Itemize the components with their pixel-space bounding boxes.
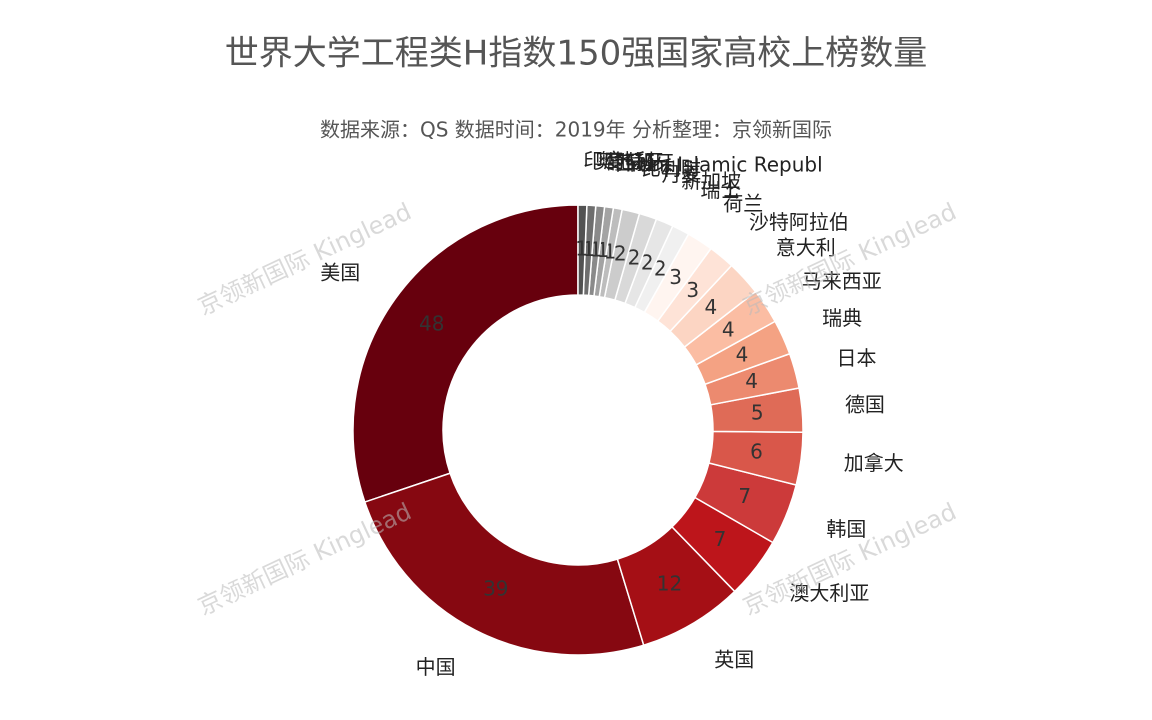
category-label: 韩国 xyxy=(826,517,866,541)
value-label: 39 xyxy=(483,577,508,601)
category-label: 马来西亚 xyxy=(802,269,882,293)
category-label: 瑞典 xyxy=(822,306,862,330)
category-label: 德国 xyxy=(845,393,885,417)
watermark: 京领新国际 Kinglead xyxy=(194,497,416,620)
category-label: 西班牙 xyxy=(615,151,675,175)
category-label: 澳大利亚 xyxy=(789,581,869,605)
category-label: 葡萄牙 xyxy=(604,150,664,174)
donut-slice xyxy=(363,472,645,656)
value-label: 3 xyxy=(669,265,682,289)
category-label: 加拿大 xyxy=(844,451,904,475)
value-label: 4 xyxy=(722,317,735,341)
value-label: 7 xyxy=(738,484,751,508)
category-label: 印度 xyxy=(583,149,623,173)
value-label: 5 xyxy=(751,401,764,425)
value-label: 2 xyxy=(614,242,627,266)
category-label: 比利时 xyxy=(641,156,701,180)
value-label: 48 xyxy=(419,312,444,336)
chart-subtitle: 数据来源：QS 数据时间：2019年 分析整理：京领新国际 xyxy=(320,118,832,142)
category-label: 奥地利 xyxy=(594,149,654,173)
category-label: 丹麦 xyxy=(661,162,701,186)
value-label: 4 xyxy=(745,369,758,393)
value-label: 2 xyxy=(628,245,641,269)
category-label: 英国 xyxy=(714,647,754,671)
value-label: 4 xyxy=(704,295,717,319)
value-label: 2 xyxy=(641,250,654,274)
category-label: 意大利 xyxy=(776,236,836,260)
value-label: 6 xyxy=(750,440,763,464)
category-label: 新加坡 xyxy=(681,169,741,193)
value-label: 4 xyxy=(736,342,749,366)
value-label: 7 xyxy=(714,527,727,551)
chart-title: 世界大学工程类H指数150强国家高校上榜数量 xyxy=(225,34,927,74)
value-label: 3 xyxy=(686,278,699,302)
watermark: 京领新国际 Kinglead xyxy=(194,197,416,320)
category-label: 美国 xyxy=(320,260,360,284)
donut-slice xyxy=(577,204,588,296)
value-label: 2 xyxy=(654,256,667,280)
category-label: 日本 xyxy=(837,346,877,370)
value-label: 1 xyxy=(575,237,588,261)
category-label: 沙特阿拉伯 xyxy=(749,210,849,234)
donut-slice xyxy=(352,204,579,504)
value-label: 12 xyxy=(657,571,682,595)
category-label: Iran, Islamic Republ xyxy=(625,153,822,177)
category-label: 中国 xyxy=(416,655,456,679)
category-label: 荷兰 xyxy=(723,191,763,215)
category-label: 瑞士 xyxy=(700,178,740,202)
